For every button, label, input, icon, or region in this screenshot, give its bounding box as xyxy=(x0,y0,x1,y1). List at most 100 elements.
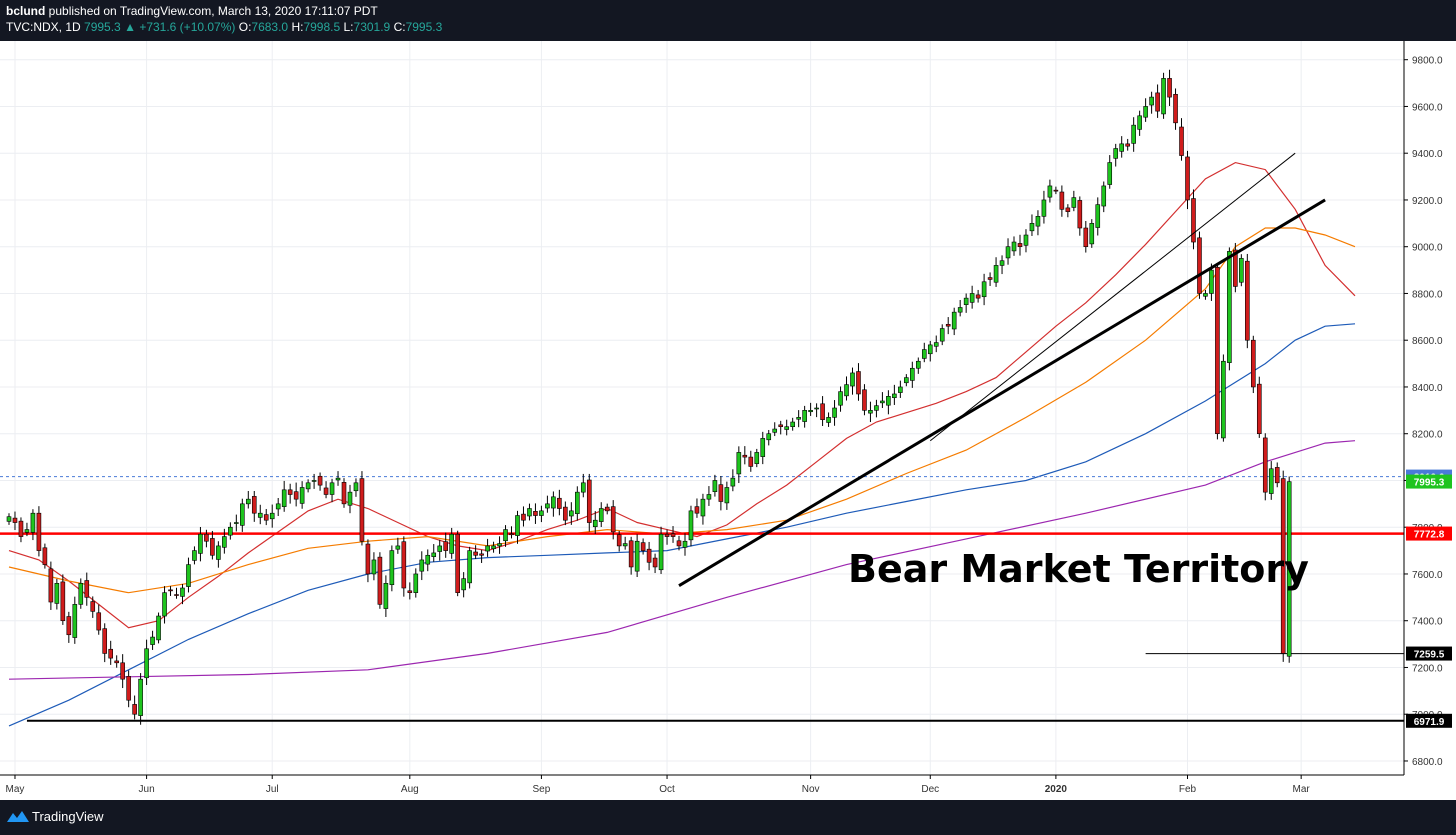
price-label-box xyxy=(1406,713,1452,728)
candle-body xyxy=(503,529,508,542)
price-tick-label: 9200.0 xyxy=(1412,196,1443,207)
candle-body xyxy=(575,491,580,514)
candle xyxy=(515,510,520,544)
candle-body xyxy=(957,307,963,313)
symbol-label[interactable]: TVC:NDX, 1D xyxy=(6,20,81,34)
candle xyxy=(1029,214,1035,236)
candle-body xyxy=(174,594,179,596)
candle xyxy=(1239,254,1244,287)
candle xyxy=(694,498,700,518)
candle xyxy=(1089,219,1095,248)
candle xyxy=(856,363,861,401)
candle-body xyxy=(1274,467,1280,484)
candle xyxy=(497,536,502,554)
tradingview-brand[interactable]: TradingView xyxy=(32,809,104,824)
candle-body xyxy=(24,529,30,533)
candle xyxy=(1017,234,1023,256)
price-tick-label: 8600.0 xyxy=(1412,336,1443,347)
candle-body xyxy=(1161,78,1166,115)
candle-body xyxy=(1005,246,1011,259)
time-tick-label: Jul xyxy=(266,784,279,795)
candle-body xyxy=(275,503,281,510)
time-tick-label: 2020 xyxy=(1045,784,1068,795)
candle-body xyxy=(814,407,819,410)
candle-body xyxy=(234,522,239,524)
candle-body xyxy=(933,342,939,347)
candle xyxy=(257,504,263,525)
candle xyxy=(832,400,837,426)
candle-body xyxy=(742,454,748,458)
candle xyxy=(778,420,784,435)
candle-body xyxy=(365,543,371,575)
candle-body xyxy=(353,482,359,492)
ema-blue-line xyxy=(8,323,1356,727)
candle-body xyxy=(1256,383,1262,435)
time-tick-label: Oct xyxy=(659,784,675,795)
candle-body xyxy=(1041,199,1047,217)
candle-body xyxy=(60,581,66,622)
candle-body xyxy=(1071,197,1077,208)
candle xyxy=(377,552,383,609)
candle-body xyxy=(1017,243,1023,248)
price-label-text: 7259.5 xyxy=(1414,650,1445,661)
candle-body xyxy=(784,426,789,430)
candle xyxy=(586,473,592,532)
candle xyxy=(359,471,365,546)
candle-body xyxy=(126,676,131,701)
candle xyxy=(401,536,407,597)
candle-body xyxy=(1286,481,1292,657)
candle-body xyxy=(1280,478,1286,654)
candle xyxy=(814,403,819,418)
price-axis[interactable]: 6800.07000.07200.07400.07600.07800.08000… xyxy=(1403,41,1456,800)
author-name[interactable]: bclund xyxy=(6,4,46,18)
candle xyxy=(365,539,371,583)
candle xyxy=(329,478,335,503)
candle-body xyxy=(425,554,431,565)
low-value: 7301.9 xyxy=(353,20,391,34)
candle xyxy=(1209,263,1214,301)
tradingview-logo-icon[interactable] xyxy=(7,810,29,824)
candle xyxy=(473,545,478,560)
candle xyxy=(664,529,670,545)
candle-body xyxy=(832,407,837,418)
candle-body xyxy=(401,541,407,589)
candle xyxy=(545,495,550,513)
candle-body xyxy=(30,512,36,533)
candle-body xyxy=(1227,251,1232,363)
candle xyxy=(987,272,993,286)
candle xyxy=(162,586,167,624)
candle xyxy=(1005,238,1011,265)
candle-body xyxy=(569,510,574,517)
time-tick-label: May xyxy=(6,784,25,795)
price-chart[interactable]: Bear Market Territory 6800.07000.07200.0… xyxy=(0,41,1456,800)
candle xyxy=(521,506,526,527)
candle-body xyxy=(120,662,125,680)
time-tick-label: Mar xyxy=(1293,784,1311,795)
candle-body xyxy=(844,384,849,397)
candle xyxy=(1113,143,1119,167)
candle-body xyxy=(545,503,550,509)
price-tick-label: 8200.0 xyxy=(1412,430,1443,441)
candle-body xyxy=(18,520,24,537)
candle-body xyxy=(329,482,335,495)
candle xyxy=(963,293,969,313)
candle xyxy=(1101,181,1107,213)
price-label-box xyxy=(1406,646,1452,661)
candle-body xyxy=(449,533,454,554)
candle-body xyxy=(586,479,592,523)
high-value: 7998.5 xyxy=(303,20,341,34)
time-axis[interactable]: May Jun Jul Aug Sep Oct Nov Dec 2020 Feb Mar xyxy=(0,774,1456,800)
published-text: published on TradingView.com, March 13, … xyxy=(48,4,378,18)
candle xyxy=(305,479,311,493)
candle xyxy=(419,551,425,581)
candle-body xyxy=(712,480,718,492)
candle xyxy=(395,537,401,554)
candle-body xyxy=(1233,249,1238,287)
candle-body xyxy=(551,496,556,509)
candle-body xyxy=(281,489,287,507)
candle xyxy=(96,604,102,635)
price-change: +731.6 (+10.07%) xyxy=(139,20,236,34)
candle xyxy=(1286,476,1292,663)
candle xyxy=(347,484,353,514)
candle xyxy=(1245,253,1250,349)
